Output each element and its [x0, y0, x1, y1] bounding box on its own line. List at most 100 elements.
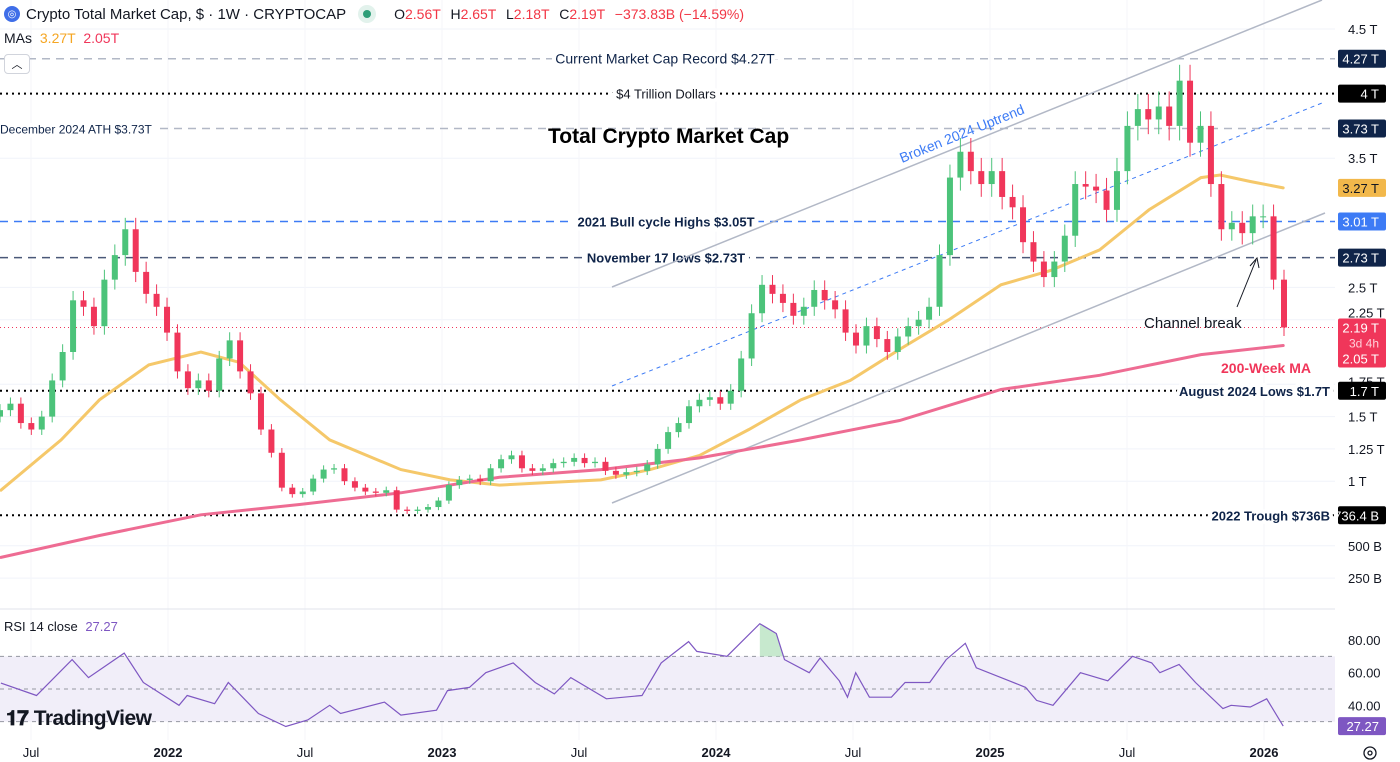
candle — [894, 328, 901, 360]
market-status-icon[interactable] — [358, 5, 377, 23]
candle-body — [80, 300, 87, 307]
candle — [1061, 224, 1068, 273]
candle — [1176, 64, 1183, 141]
candle — [1218, 171, 1225, 241]
candle — [654, 444, 661, 469]
candle-body — [143, 271, 150, 294]
current-price-tag-bg — [1338, 318, 1386, 368]
candle-body — [435, 500, 442, 508]
candle — [957, 137, 964, 191]
candle — [362, 483, 369, 496]
candle — [759, 275, 766, 323]
candle — [926, 297, 933, 329]
candle-body — [477, 478, 484, 482]
price-tag: 4 T — [1338, 84, 1386, 103]
candle-body — [195, 380, 202, 389]
x-tick-label: 2022 — [154, 745, 183, 760]
candle — [111, 244, 118, 290]
candle-body — [320, 469, 327, 479]
candle-body — [1072, 184, 1079, 236]
level-label: 2022 Trough $736B — [1212, 508, 1331, 523]
time-axis[interactable]: Jul 2022 Jul 2023 Jul 2024 Jul 2025 Jul 2026 — [23, 745, 1279, 760]
candle — [414, 506, 421, 514]
candle — [644, 460, 651, 476]
ma50-value: 3.27T — [39, 30, 76, 46]
ohlc-readout: O2.56T H2.65T L2.18T C2.19T −373.83B (−1… — [394, 6, 745, 22]
candle — [247, 364, 254, 400]
candle — [205, 373, 212, 398]
candle — [1228, 211, 1235, 241]
candle — [529, 464, 536, 476]
candle — [174, 324, 181, 379]
candle — [425, 503, 431, 513]
candle-body — [1260, 216, 1267, 218]
x-tick-label: Jul — [1119, 745, 1136, 760]
candle-body — [759, 284, 766, 314]
candle-body — [205, 380, 212, 391]
price-tag-bg — [1338, 212, 1386, 231]
price-tag-bg — [1338, 84, 1386, 103]
candles — [0, 64, 1287, 514]
candle — [17, 397, 24, 429]
rsi-legend[interactable]: RSI 14 close 27.27 — [4, 619, 118, 634]
candle-body — [1166, 106, 1173, 126]
rsi-tick-label: 80.00 — [1348, 633, 1381, 648]
candle — [90, 297, 97, 335]
candle — [101, 269, 108, 335]
candle-body — [1281, 279, 1287, 328]
price-tag-text: 4.27 T — [1342, 52, 1379, 67]
candle-body — [70, 300, 77, 352]
price-tag: 1.7 T — [1338, 381, 1386, 400]
candle-body — [247, 371, 254, 394]
candle-body — [122, 229, 129, 256]
candle — [988, 157, 995, 197]
candle-body — [602, 461, 609, 471]
candle-body — [936, 255, 943, 307]
candle — [602, 457, 609, 476]
candle-body — [1249, 216, 1256, 234]
candle — [1145, 94, 1152, 135]
x-tick-label: 2025 — [976, 745, 1005, 760]
candle-body — [946, 177, 953, 256]
collapse-legend-button[interactable]: ︿ — [4, 54, 30, 74]
candle-body — [978, 171, 985, 185]
x-tick-label: Jul — [571, 745, 588, 760]
candle — [435, 497, 442, 511]
candle — [1009, 184, 1016, 220]
price-axis[interactable]: 4.5 T3.5 T2.5 T2.25 T1.75 T1.5 T1.25 T1 … — [1348, 22, 1385, 586]
candle — [299, 487, 306, 498]
candle — [863, 317, 870, 354]
candle-body — [1155, 106, 1162, 120]
candle-body — [101, 279, 108, 327]
candle-body — [153, 293, 160, 307]
candle-body — [1009, 196, 1016, 208]
candle — [560, 457, 567, 468]
candle-body — [821, 289, 828, 301]
change-value: −373.83B (−14.59%) — [614, 6, 745, 22]
channel-upper-line[interactable] — [611, 0, 1323, 288]
candle-body — [216, 358, 223, 391]
candle — [487, 464, 494, 486]
candle-body — [967, 151, 974, 172]
candle-body — [132, 229, 139, 272]
symbol-title[interactable]: Crypto Total Market Cap, $ · 1W · CRYPTO… — [26, 5, 347, 23]
ma-legend[interactable]: MAs 3.27T 2.05T — [4, 30, 120, 46]
candle-body — [331, 468, 338, 470]
candle-body — [341, 468, 348, 482]
channel-lower-line[interactable] — [611, 212, 1326, 504]
candle — [853, 324, 859, 354]
rsi-pane: 80.00 60.00 40.00 27.27 — [0, 622, 1386, 736]
candle-body — [685, 406, 692, 424]
candle-body — [237, 340, 244, 372]
candle — [498, 454, 505, 473]
candle — [790, 293, 797, 325]
settings-icon[interactable] — [1363, 746, 1377, 760]
candle — [1103, 177, 1110, 222]
candle-body — [28, 423, 35, 430]
candle — [456, 475, 463, 489]
candle — [268, 424, 275, 458]
horizontal-levels: Current Market Cap Record $4.27T $4 Trill… — [0, 47, 1335, 527]
candle — [38, 410, 45, 435]
candle — [1155, 91, 1162, 135]
